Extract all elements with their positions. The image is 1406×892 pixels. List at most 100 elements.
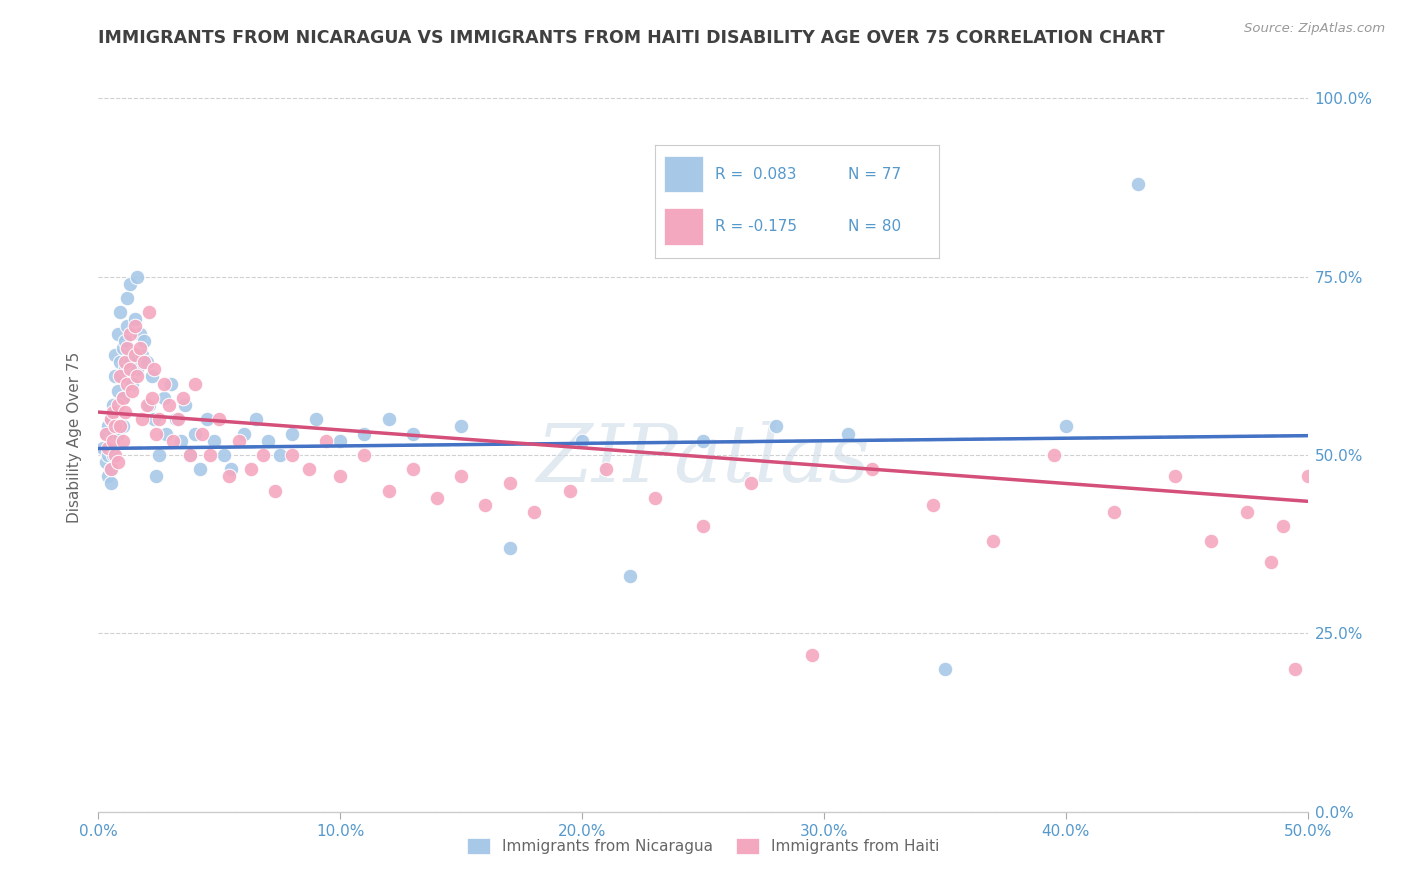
Point — [198, 448, 221, 462]
Point — [204, 434, 226, 448]
Point — [135, 355, 157, 369]
Point — [124, 319, 146, 334]
Point — [281, 426, 304, 441]
Point — [143, 362, 166, 376]
Point — [498, 476, 520, 491]
Point — [1296, 469, 1319, 483]
Point — [1272, 519, 1295, 533]
Point — [402, 426, 425, 441]
Point — [179, 448, 201, 462]
Point — [765, 419, 787, 434]
Point — [141, 369, 163, 384]
Point — [100, 476, 122, 491]
Point — [114, 355, 136, 369]
Point — [1284, 662, 1306, 676]
Point — [155, 426, 177, 441]
Point — [107, 398, 129, 412]
Point — [157, 398, 180, 412]
Point — [121, 376, 143, 391]
Point — [837, 426, 859, 441]
Point — [167, 412, 190, 426]
Legend: Immigrants from Nicaragua, Immigrants from Haiti: Immigrants from Nicaragua, Immigrants fr… — [461, 831, 945, 860]
Point — [91, 441, 114, 455]
Point — [114, 405, 136, 419]
Point — [124, 312, 146, 326]
Point — [145, 426, 167, 441]
Point — [252, 448, 274, 462]
Point — [1199, 533, 1222, 548]
Point — [239, 462, 262, 476]
Point — [124, 348, 146, 362]
Point — [104, 448, 127, 462]
Point — [117, 291, 139, 305]
Point — [138, 305, 160, 319]
Point — [100, 412, 122, 426]
Point — [131, 348, 153, 362]
Point — [450, 419, 472, 434]
Point — [498, 541, 520, 555]
Point — [100, 462, 122, 476]
Point — [595, 462, 617, 476]
Point — [165, 412, 187, 426]
Point — [135, 398, 157, 412]
Point — [94, 455, 117, 469]
Point — [191, 426, 214, 441]
Point — [108, 369, 131, 384]
Point — [402, 462, 425, 476]
Point — [128, 326, 150, 341]
Point — [1236, 505, 1258, 519]
Point — [101, 405, 124, 419]
Text: N = 80: N = 80 — [848, 219, 901, 234]
Point — [111, 391, 134, 405]
Point — [100, 412, 122, 426]
Point — [228, 434, 250, 448]
Point — [111, 341, 134, 355]
Point — [474, 498, 496, 512]
Point — [245, 412, 267, 426]
Text: N = 77: N = 77 — [848, 167, 901, 182]
Point — [162, 434, 184, 448]
Point — [97, 469, 120, 483]
Text: R = -0.175: R = -0.175 — [714, 219, 797, 234]
Point — [1320, 469, 1343, 483]
Point — [97, 441, 120, 455]
Point — [1163, 469, 1185, 483]
Point — [281, 448, 304, 462]
Point — [114, 362, 136, 376]
Point — [377, 483, 399, 498]
Point — [118, 277, 141, 291]
Point — [111, 419, 134, 434]
Point — [104, 419, 127, 434]
Point — [148, 412, 170, 426]
Point — [117, 319, 139, 334]
Point — [256, 434, 278, 448]
Point — [94, 426, 117, 441]
Point — [148, 448, 170, 462]
Point — [152, 376, 174, 391]
Point — [523, 505, 546, 519]
Point — [101, 426, 124, 441]
Point — [121, 384, 143, 398]
Point — [1128, 177, 1150, 191]
Point — [107, 426, 129, 441]
Point — [450, 469, 472, 483]
Point — [101, 448, 124, 462]
Point — [111, 391, 134, 405]
Point — [127, 269, 149, 284]
Point — [619, 569, 641, 583]
Point — [124, 348, 146, 362]
Point — [184, 376, 207, 391]
Text: R =  0.083: R = 0.083 — [714, 167, 796, 182]
Text: IMMIGRANTS FROM NICARAGUA VS IMMIGRANTS FROM HAITI DISABILITY AGE OVER 75 CORREL: IMMIGRANTS FROM NICARAGUA VS IMMIGRANTS … — [98, 29, 1166, 47]
Point — [104, 405, 127, 419]
Point — [100, 434, 122, 448]
Point — [921, 498, 943, 512]
Point — [1102, 505, 1125, 519]
Point — [94, 426, 117, 441]
Point — [212, 448, 235, 462]
Point — [329, 434, 352, 448]
Point — [127, 369, 149, 384]
Point — [169, 434, 191, 448]
Point — [111, 434, 134, 448]
Text: ZIPatlas: ZIPatlas — [536, 421, 870, 499]
